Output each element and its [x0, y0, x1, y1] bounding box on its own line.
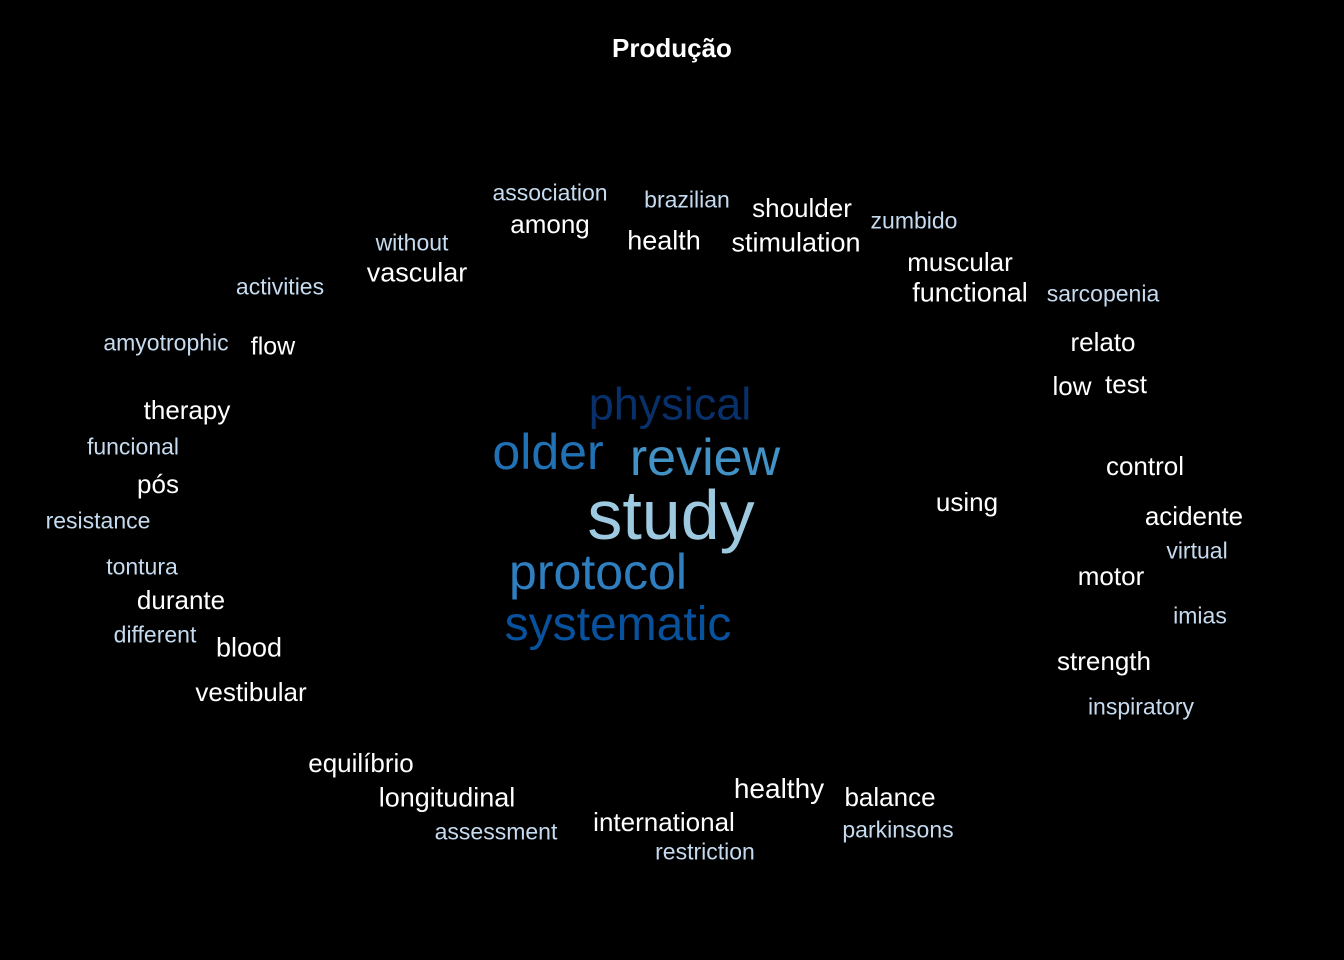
word-motor: motor — [1077, 561, 1145, 591]
word-healthy: healthy — [733, 773, 825, 804]
word-strength: strength — [1057, 646, 1151, 676]
word-sarcopenia: sarcopenia — [1046, 280, 1160, 307]
word-without: without — [375, 229, 449, 256]
word-review: review — [629, 429, 781, 487]
word-study: study — [587, 476, 755, 554]
word-older: older — [492, 424, 604, 480]
word-inspiratory: inspiratory — [1087, 693, 1195, 720]
word-resistance: resistance — [45, 507, 151, 534]
word-physical: physical — [588, 378, 752, 430]
word-balance: balance — [844, 782, 936, 812]
word-restriction: restriction — [655, 838, 755, 865]
word-shoulder: shoulder — [752, 193, 852, 223]
word-virtual: virtual — [1166, 537, 1228, 564]
word-health: health — [627, 225, 701, 256]
word-among: among — [510, 209, 590, 239]
word-amyotrophic: amyotrophic — [103, 329, 229, 356]
word-tontura: tontura — [106, 553, 178, 580]
word-assessment: assessment — [434, 818, 558, 845]
word-test: test — [1105, 369, 1147, 399]
word-different: different — [113, 621, 197, 648]
word-vascular: vascular — [366, 257, 468, 288]
word-stimulation: stimulation — [731, 227, 861, 258]
word-parkinsons: parkinsons — [842, 816, 954, 843]
word-equilibrio: equilíbrio — [308, 748, 414, 778]
word-therapy: therapy — [143, 395, 231, 425]
word-blood: blood — [215, 632, 283, 663]
word-longitudinal: longitudinal — [378, 782, 516, 813]
word-association: association — [492, 179, 608, 206]
word-acidente: acidente — [1144, 501, 1244, 531]
word-imias: imias — [1173, 602, 1227, 629]
word-activities: activities — [235, 273, 325, 300]
word-flow: flow — [250, 332, 296, 361]
word-low: low — [1052, 371, 1092, 401]
word-systematic: systematic — [504, 598, 732, 651]
word-control: control — [1105, 451, 1185, 481]
word-relato: relato — [1070, 327, 1136, 357]
word-muscular: muscular — [907, 247, 1013, 277]
word-brazilian: brazilian — [644, 186, 730, 213]
word-protocol: protocol — [509, 544, 687, 600]
word-durante: durante — [136, 585, 226, 615]
word-pos: pós — [137, 469, 179, 499]
word-vestibular: vestibular — [195, 677, 307, 707]
word-using: using — [935, 487, 999, 517]
word-international: international — [593, 807, 735, 837]
word-funcional: funcional — [86, 433, 180, 460]
word-functional: functional — [912, 277, 1028, 308]
page-title: Produção — [612, 33, 732, 63]
word-zumbido: zumbido — [870, 207, 958, 234]
